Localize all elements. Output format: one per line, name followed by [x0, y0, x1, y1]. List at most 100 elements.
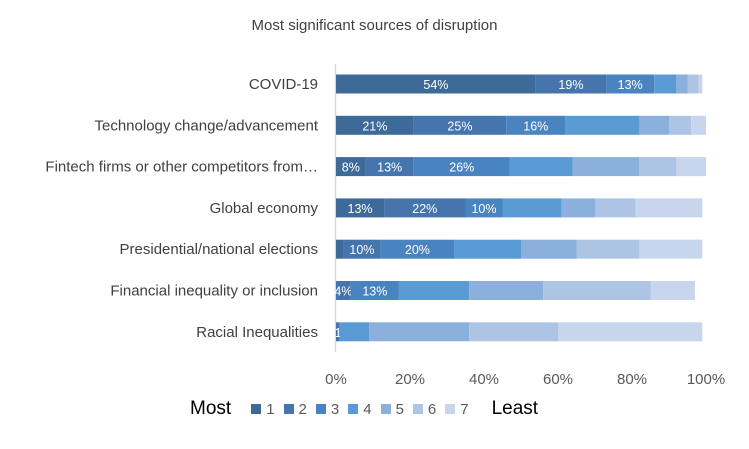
bar-segment-5 — [561, 198, 595, 218]
category-label: Technology change/advancement — [95, 117, 319, 134]
legend-label: 6 — [427, 400, 437, 418]
bar-segment-4 — [565, 115, 640, 135]
x-tick-label: 60% — [543, 371, 573, 388]
legend-label: 2 — [298, 400, 307, 418]
data-label: 13% — [362, 285, 387, 299]
bar-segment-7 — [558, 322, 703, 342]
data-label: 13% — [348, 202, 373, 216]
chart-title: Most significant sources of disruption — [251, 17, 498, 34]
bar-segment-7 — [639, 239, 703, 259]
bar-segment-5 — [469, 281, 544, 300]
category-label: Global economy — [210, 200, 319, 217]
legend-swatch — [251, 404, 262, 414]
data-label: 54% — [423, 78, 448, 92]
bar-segment-6 — [687, 74, 699, 94]
legend: Most 1 2 3 4 5 6 7 Least — [190, 398, 538, 420]
data-label: 19% — [558, 78, 583, 92]
bar-segment-3 — [606, 74, 655, 94]
category-label: Fintech firms or other competitors from… — [45, 159, 318, 176]
bar-segment-6 — [543, 281, 651, 300]
legend-label: 3 — [330, 400, 340, 418]
category-label: COVID-19 — [249, 76, 318, 93]
bar-segment-6 — [669, 115, 692, 135]
data-label: 20% — [405, 243, 430, 257]
data-label: 25% — [447, 119, 472, 133]
bar-segment-4 — [339, 322, 370, 342]
bar-segment-4 — [398, 281, 470, 300]
bar-segment-5 — [572, 157, 640, 177]
data-label: 4% — [334, 285, 352, 299]
bar-segment-4 — [454, 239, 521, 259]
bar-segment-2 — [343, 239, 381, 259]
legend-label: 5 — [395, 400, 404, 418]
data-label: 10% — [471, 202, 496, 216]
category-label: Racial Inequalities — [196, 324, 318, 341]
legend-item: 5 — [380, 400, 404, 418]
legend-most-label: Most — [190, 398, 232, 419]
data-label: 21% — [362, 119, 387, 133]
bar-segment-1 — [336, 198, 385, 218]
bar-segment-4 — [509, 157, 573, 177]
legend-swatch — [283, 404, 294, 414]
legend-swatch — [315, 404, 326, 414]
legend-swatch — [412, 404, 423, 414]
bar-segment-5 — [369, 322, 470, 342]
legend-item: 4 — [348, 400, 372, 418]
data-label: 13% — [377, 161, 402, 175]
bar-segment-5 — [639, 115, 669, 135]
x-tick-label: 40% — [469, 371, 499, 388]
x-tick-label: 100% — [687, 371, 725, 388]
bar-segment-2 — [384, 198, 466, 218]
legend-item: 2 — [283, 400, 307, 418]
bar-segment-1 — [336, 115, 414, 135]
data-label: 26% — [449, 161, 474, 175]
bar-segment-3 — [413, 157, 510, 177]
legend-item: 6 — [412, 400, 437, 418]
legend-item: 3 — [315, 400, 340, 418]
data-label: 13% — [618, 78, 643, 92]
legend-label: 7 — [460, 400, 469, 418]
bar-segment-5 — [676, 74, 688, 94]
bar-segment-2 — [535, 74, 607, 94]
bar-segment-3 — [350, 281, 399, 300]
bar-segment-4 — [502, 198, 562, 218]
bar-segment-6 — [469, 322, 558, 342]
bar-segment-4 — [654, 74, 677, 94]
category-label: Presidential/national elections — [120, 241, 318, 258]
bar-segment-2 — [336, 322, 340, 342]
bar-segment-1 — [336, 74, 536, 94]
bar-segment-7 — [650, 281, 695, 300]
legend-least-label: Least — [491, 398, 539, 419]
bar-segment-5 — [521, 239, 577, 259]
bar-segment-6 — [639, 157, 677, 177]
legend-item: 1 — [251, 400, 275, 418]
data-label: 8% — [342, 161, 360, 175]
data-label: 16% — [523, 119, 548, 133]
bar-segment-1 — [336, 239, 344, 259]
data-label: 10% — [349, 243, 374, 257]
bar-segment-3 — [380, 239, 455, 259]
bar-segment-3 — [506, 115, 566, 135]
bar-segment-1 — [336, 157, 366, 177]
legend-label: 1 — [266, 400, 275, 418]
legend-item: 7 — [445, 400, 469, 418]
bar-segment-7 — [676, 157, 706, 177]
legend-swatch — [380, 404, 391, 414]
x-tick-label: 20% — [395, 371, 425, 388]
bar-segment-2 — [365, 157, 414, 177]
bar-segment-7 — [691, 115, 706, 135]
legend-swatch — [348, 404, 359, 414]
x-tick-label: 80% — [617, 371, 647, 388]
category-label: Financial inequality or inclusion — [110, 283, 318, 300]
legend-label: 4 — [363, 400, 372, 418]
bar-segment-3 — [465, 198, 503, 218]
data-label: 22% — [412, 202, 437, 216]
bar-segment-6 — [576, 239, 640, 259]
x-tick-label: 0% — [325, 371, 347, 388]
legend-swatch — [445, 404, 456, 414]
bar-segment-7 — [698, 74, 703, 94]
bar-segment-7 — [635, 198, 703, 218]
bar-segment-6 — [595, 198, 636, 218]
bar-segment-2 — [413, 115, 507, 135]
